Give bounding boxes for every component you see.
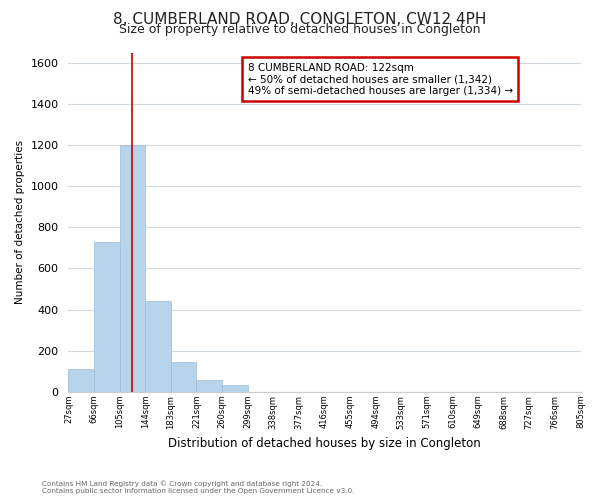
- Bar: [145, 302, 171, 392]
- X-axis label: Distribution of detached houses by size in Congleton: Distribution of detached houses by size …: [168, 437, 481, 450]
- Bar: [222, 384, 248, 392]
- Y-axis label: Number of detached properties: Number of detached properties: [15, 140, 25, 304]
- Bar: [94, 242, 119, 392]
- Text: 8 CUMBERLAND ROAD: 122sqm
← 50% of detached houses are smaller (1,342)
49% of se: 8 CUMBERLAND ROAD: 122sqm ← 50% of detac…: [248, 62, 513, 96]
- Bar: [196, 380, 222, 392]
- Text: Contains HM Land Registry data © Crown copyright and database right 2024.
Contai: Contains HM Land Registry data © Crown c…: [42, 480, 355, 494]
- Bar: [171, 362, 196, 392]
- Text: 8, CUMBERLAND ROAD, CONGLETON, CW12 4PH: 8, CUMBERLAND ROAD, CONGLETON, CW12 4PH: [113, 12, 487, 28]
- Bar: [68, 370, 94, 392]
- Bar: [119, 145, 145, 392]
- Text: Size of property relative to detached houses in Congleton: Size of property relative to detached ho…: [119, 24, 481, 36]
